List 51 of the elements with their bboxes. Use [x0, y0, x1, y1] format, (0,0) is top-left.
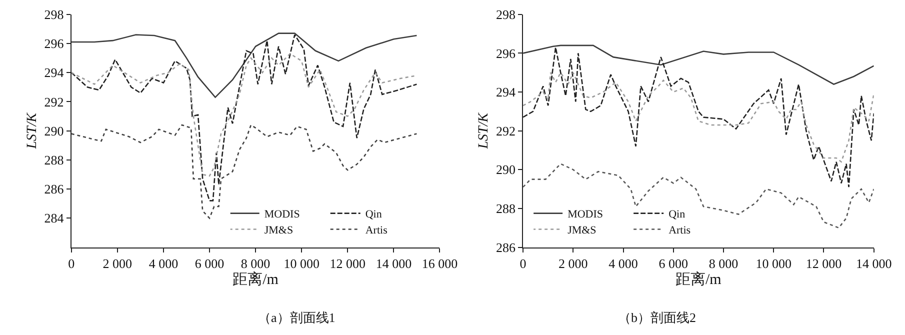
- y-tick-label: 294: [44, 65, 64, 80]
- x-tick-label: 10 000: [756, 256, 792, 271]
- x-tick-label: 14 000: [376, 256, 412, 271]
- y-tick-label: 288: [44, 152, 64, 168]
- y-tick-label: 292: [44, 94, 64, 110]
- x-tick-label: 8 000: [240, 256, 270, 271]
- x-tick-label: 6 000: [194, 256, 224, 271]
- y-tick-label: 298: [496, 6, 516, 22]
- y-tick-label: 288: [496, 200, 516, 216]
- y-tick-label: 294: [496, 84, 516, 100]
- x-tick-label: 6 000: [658, 256, 688, 271]
- text: （a）剖面线1: [258, 310, 336, 325]
- y-tick-label: 296: [44, 36, 64, 52]
- line-series: [523, 44, 874, 85]
- y-axis-title: LST/K: [476, 112, 492, 150]
- y-tick-label: 290: [44, 123, 64, 138]
- x-tick-label: 4 000: [608, 256, 638, 271]
- y-tick-label: 290: [496, 162, 516, 178]
- x-tick-label: 12 000: [806, 256, 842, 271]
- x-tick-label: 14 000: [856, 256, 892, 271]
- y-tick-label: 284: [44, 210, 64, 226]
- x-tick-label: 0: [68, 256, 75, 271]
- legend-label: Artis: [365, 224, 388, 237]
- legend-label: Artis: [668, 224, 691, 237]
- y-tick-label: 298: [44, 6, 64, 22]
- legend-label: JM&S: [264, 224, 294, 237]
- x-tick-label: 2 000: [558, 256, 588, 271]
- legend-label: MODIS: [568, 208, 604, 221]
- line-series: [71, 53, 418, 177]
- x-axis-title: 距离/m: [232, 270, 279, 288]
- y-tick-label: 286: [44, 182, 64, 197]
- x-tick-label: 16 000: [422, 256, 458, 271]
- line-series: [71, 32, 418, 98]
- y-tick-label: 286: [496, 240, 516, 255]
- x-tick-label: 10 000: [284, 256, 320, 271]
- text: （b）剖面线2: [618, 310, 696, 325]
- y-axis-title: LST/K: [24, 112, 40, 150]
- x-axis-title: 距离/m: [676, 270, 722, 288]
- x-tick-label: 8 000: [708, 256, 738, 271]
- legend-label: MODIS: [264, 208, 300, 221]
- legend-label: Qin: [365, 208, 382, 221]
- y-tick-label: 296: [496, 46, 516, 61]
- legend-label: JM&S: [568, 224, 596, 237]
- x-tick-label: 4 000: [148, 256, 178, 271]
- legend-label: Qin: [668, 208, 686, 221]
- line-series: [71, 124, 418, 219]
- x-tick-label: 0: [520, 256, 526, 271]
- y-tick-label: 292: [496, 123, 516, 138]
- x-tick-label: 12 000: [330, 256, 366, 271]
- line-series: [523, 72, 874, 163]
- x-tick-label: 2 000: [102, 256, 132, 271]
